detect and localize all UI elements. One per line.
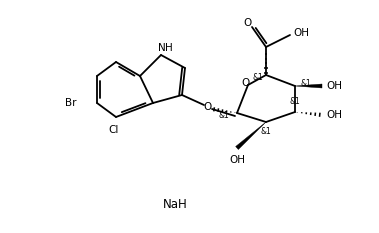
Text: O: O xyxy=(204,102,212,112)
Text: H: H xyxy=(165,43,173,53)
Text: NaH: NaH xyxy=(163,199,187,212)
Text: N: N xyxy=(158,43,166,53)
Text: O: O xyxy=(243,18,251,28)
Text: OH: OH xyxy=(229,155,245,165)
Polygon shape xyxy=(295,84,322,88)
Text: Br: Br xyxy=(66,98,77,108)
Polygon shape xyxy=(236,122,266,150)
Text: &1: &1 xyxy=(253,72,263,82)
Text: &1: &1 xyxy=(301,79,312,88)
Text: O: O xyxy=(242,78,250,88)
Text: &1: &1 xyxy=(290,96,301,106)
Text: OH: OH xyxy=(293,28,309,38)
Text: Cl: Cl xyxy=(109,125,119,135)
Text: OH: OH xyxy=(326,81,342,91)
Text: &1: &1 xyxy=(261,127,271,136)
Text: OH: OH xyxy=(326,110,342,120)
Text: &1: &1 xyxy=(219,110,229,120)
